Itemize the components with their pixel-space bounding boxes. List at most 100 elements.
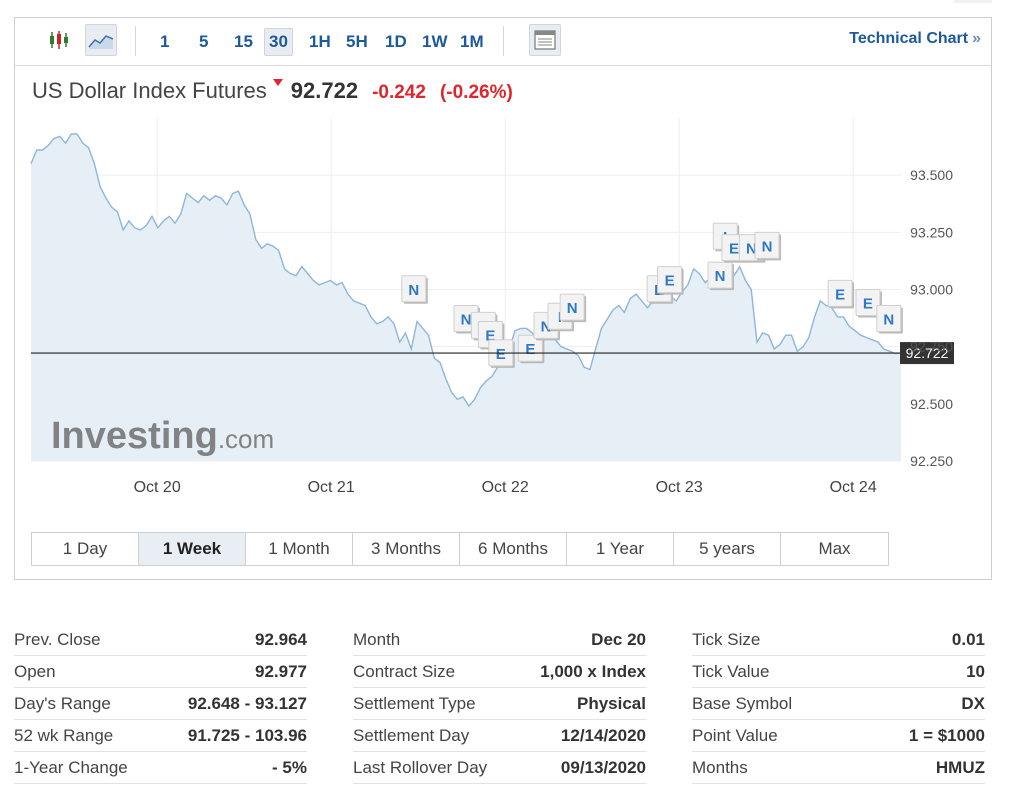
event-marker-news[interactable]: N [876, 305, 903, 334]
price-change-percent: (-0.26%) [439, 82, 513, 103]
event-marker-label: N [715, 268, 726, 285]
event-marker-economic[interactable]: E [657, 266, 684, 295]
investing-watermark: Investing.com [51, 415, 274, 457]
stat-value: 91.725 - 103.96 [187, 726, 307, 745]
stat-row: Open 92.977 [14, 656, 307, 688]
stat-row: Day's Range 92.648 - 93.127 [14, 688, 307, 720]
stat-label: Open [14, 662, 56, 681]
y-tick-label: 93.500 [910, 167, 953, 183]
timeframe-1[interactable]: 1 [160, 32, 170, 51]
stat-row: Tick Value 10 [692, 656, 985, 688]
event-marker-label: N [567, 300, 578, 317]
stat-label: Prev. Close [14, 630, 101, 649]
stat-value: 09/13/2020 [560, 758, 646, 777]
layout-icon[interactable] [529, 24, 561, 56]
event-marker-news[interactable]: N [559, 293, 587, 323]
price-change: -0.242 [372, 82, 426, 103]
stat-value: Dec 20 [591, 630, 646, 649]
toolbar-divider [503, 26, 504, 56]
timeframe-30[interactable]: 30 [264, 28, 293, 56]
event-marker-label: E [729, 241, 739, 258]
stat-row: Months HMUZ [692, 752, 985, 784]
event-marker-economic[interactable]: E [855, 289, 882, 318]
event-marker-label: E [525, 341, 535, 358]
event-marker-label: N [408, 282, 419, 299]
timeframe-1d[interactable]: 1D [385, 32, 407, 51]
chart-toolbar: 1 5 15 30 1H 5H 1D 1W 1M Technical Chart» [15, 18, 991, 66]
stat-row: Settlement Type Physical [353, 688, 646, 720]
range-max[interactable]: Max [781, 533, 888, 565]
stat-label: 52 wk Range [14, 726, 114, 745]
technical-chart-link[interactable]: Technical Chart» [849, 30, 981, 48]
stat-value: DX [961, 694, 985, 713]
stat-row: Tick Size 0.01 [692, 624, 985, 656]
event-marker-label: E [665, 273, 675, 290]
event-marker-label: N [541, 318, 552, 335]
range-3-months[interactable]: 3 Months [353, 533, 460, 565]
stats-column: Tick Size 0.01 Tick Value 10 Base Symbol DX Po… [692, 624, 985, 784]
stats-column: Month Dec 20 Contract Size 1,000 x Index Set… [353, 624, 646, 784]
x-tick-label: Oct 21 [308, 479, 355, 496]
stat-row: Last Rollover Day 09/13/2020 [353, 752, 646, 784]
price-chart[interactable]: Investing.com NNEEEENINEENIENNEEN 92.722… [15, 66, 991, 506]
stat-label: Tick Size [692, 630, 761, 649]
last-price-tag [900, 342, 954, 365]
range-1-month[interactable]: 1 Month [246, 533, 353, 565]
event-marker-label: E [485, 328, 495, 345]
stat-value: 10 [966, 662, 985, 681]
x-tick-label: Oct 23 [656, 479, 703, 496]
event-marker-economic[interactable]: E [517, 334, 545, 364]
range-1-week[interactable]: 1 Week [139, 533, 246, 565]
stat-value: 0.01 [951, 630, 985, 649]
event-marker-news[interactable]: N [401, 275, 428, 304]
stat-value: 92.977 [255, 662, 307, 681]
series-area-fill [31, 134, 901, 461]
toolbar-divider [135, 26, 136, 56]
candlestick-icon[interactable] [43, 24, 75, 56]
range-1-day[interactable]: 1 Day [32, 533, 139, 565]
stat-row: 1-Year Change - 5% [14, 752, 307, 784]
area-chart-icon[interactable] [85, 24, 117, 56]
event-marker-label: E [835, 286, 845, 303]
event-marker-label: E [863, 296, 873, 313]
stat-row: Point Value 1 = $1000 [692, 720, 985, 752]
event-marker-news[interactable]: N [754, 231, 782, 261]
event-marker-label: N [746, 241, 757, 258]
stat-row: Base Symbol DX [692, 688, 985, 720]
stat-label: Last Rollover Day [353, 758, 488, 777]
stat-label: Settlement Day [353, 726, 470, 745]
event-marker-label: N [883, 312, 894, 329]
event-marker-news[interactable]: N [707, 261, 735, 291]
timeframe-1h[interactable]: 1H [309, 32, 331, 51]
stat-row: 52 wk Range 91.725 - 103.96 [14, 720, 307, 752]
range-selector: 1 Day 1 Week 1 Month 3 Months 6 Months 1 Year… [31, 532, 889, 566]
event-marker-economic[interactable]: E [827, 279, 855, 309]
range-6-months[interactable]: 6 Months [460, 533, 567, 565]
chart-widget: 1 5 15 30 1H 5H 1D 1W 1M Technical Chart» US Dol… [14, 17, 992, 580]
event-marker-economic[interactable]: E [488, 339, 515, 368]
stat-row: Settlement Day 12/14/2020 [353, 720, 646, 752]
stat-label: Months [692, 758, 748, 777]
event-marker-label: N [762, 238, 773, 255]
timeframe-5h[interactable]: 5H [346, 32, 368, 51]
range-1-year[interactable]: 1 Year [567, 533, 674, 565]
x-tick-label: Oct 24 [830, 479, 877, 496]
last-price-tag-label: 92.722 [906, 345, 949, 361]
technical-chart-label: Technical Chart [849, 30, 969, 47]
stat-label: Settlement Type [353, 694, 476, 713]
y-tick-label: 92.500 [910, 396, 953, 412]
timeframe-5[interactable]: 5 [199, 32, 209, 51]
timeframe-1m[interactable]: 1M [460, 32, 484, 51]
stat-value: - 5% [272, 758, 307, 777]
stat-row: Prev. Close 92.964 [14, 624, 307, 656]
y-tick-label: 93.000 [910, 282, 953, 298]
stat-value: 1,000 x Index [540, 662, 646, 681]
range-5-years[interactable]: 5 years [674, 533, 781, 565]
stat-row: Contract Size 1,000 x Index [353, 656, 646, 688]
double-chevron-right-icon: » [972, 30, 981, 47]
event-marker-label: E [496, 346, 506, 363]
y-tick-label: 92.750 [910, 339, 953, 355]
stat-value: 1 = $1000 [908, 726, 985, 745]
timeframe-1w[interactable]: 1W [422, 32, 448, 51]
timeframe-15[interactable]: 15 [234, 32, 253, 51]
